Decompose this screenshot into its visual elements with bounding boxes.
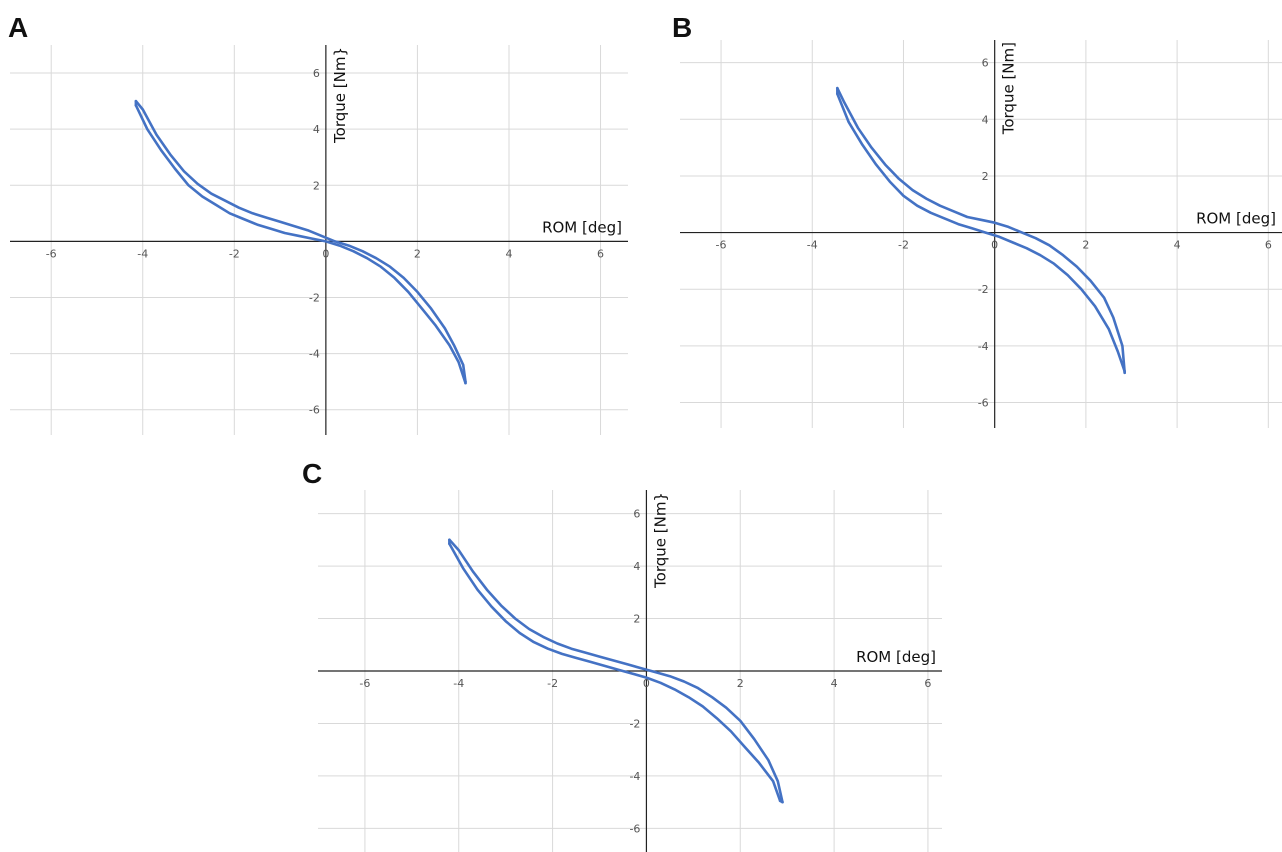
panel-c-series-2-line [448,538,784,804]
panel-c-x-tick-label: -2 [547,677,558,690]
panel-a-x-tick-label: 4 [505,247,512,260]
panel-a-y-tick-label: 2 [313,179,320,192]
panel-a-series-1-line [134,104,467,385]
panel-c-x-axis-title: ROM [deg] [856,648,936,666]
panel-a-y-tick-label: 6 [313,67,320,80]
panel-a-x-tick-label: -4 [137,247,148,260]
panel-b-x-tick-label: 4 [1174,239,1181,252]
panel-a-x-tick-label: -6 [46,247,57,260]
panel-c-x-tick-label: 0 [643,677,650,690]
panel-b-x-tick-label: -6 [716,239,727,252]
panel-a-x-tick-label: -2 [229,247,240,260]
panel-c-y-tick-label: 6 [633,508,640,521]
panel-b-y-tick-label: 6 [982,57,989,70]
panel-c-y-tick-label: 2 [633,613,640,626]
panel-b-x-tick-label: 0 [991,239,998,252]
panel-a-y-tick-label: -4 [309,348,320,361]
panel-c-y-tick-label: -2 [629,717,640,730]
panel-b-label: B [672,12,693,43]
panel-b-y-tick-label: 4 [982,113,989,126]
panel-b-series-2-line [835,86,1126,375]
panel-c-y-tick-label: -4 [629,770,640,783]
panel-b-y-tick-label: -6 [978,397,989,410]
panel-c-x-tick-label: 4 [831,677,838,690]
panel-b-x-tick-label: -2 [898,239,909,252]
panel-c-x-tick-label: 2 [737,677,744,690]
panel-a-x-axis-title: ROM [deg] [542,218,622,236]
panel-a-x-tick-label: 2 [414,247,421,260]
panel-a-series-2-line [134,99,467,384]
panel-a-label: A [8,12,29,43]
panel-c-x-tick-label: -4 [453,677,464,690]
panel-c-loop-bottom-join [778,799,784,804]
panel-b-x-tick-label: 6 [1265,239,1272,252]
panel-b-y-axis-title: Torque [Nm] [1000,42,1018,135]
panel-b-y-tick-label: 2 [982,170,989,183]
panel-c-label: C [302,458,323,489]
panel-c-x-tick-label: -6 [359,677,370,690]
panel-b-x-axis-title: ROM [deg] [1196,210,1276,228]
panel-c-x-tick-label: 6 [924,677,931,690]
panel-a-y-tick-label: -6 [309,404,320,417]
panel-c-y-axis-title: Torque [Nm} [651,492,669,589]
panel-b-y-tick-label: -2 [978,283,989,296]
panel-b-y-tick-label: -4 [978,340,989,353]
panel-b-x-tick-label: 2 [1082,239,1089,252]
panel-c-y-tick-label: -6 [629,822,640,835]
panel-b-series-1-line [835,92,1126,373]
panel-a-y-axis-title: Torque [Nm} [331,47,349,144]
panel-b-x-tick-label: -4 [807,239,818,252]
panel-c-y-tick-label: 4 [633,560,640,573]
panel-a-y-tick-label: 4 [313,123,320,136]
panel-a-x-tick-label: 6 [597,247,604,260]
panel-a-y-tick-label: -2 [309,292,320,305]
panel-a-x-tick-label: 0 [322,247,329,260]
panel-c-series-1-line [448,542,782,803]
